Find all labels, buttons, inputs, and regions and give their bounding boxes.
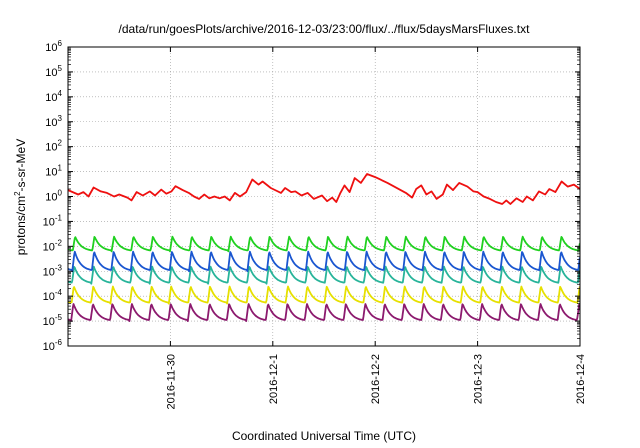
x-tick-label: 2016-11-30 [165,354,177,409]
y-tick-label: 10-1 [43,213,63,228]
x-tick-label: 2016-12-1 [268,354,280,404]
y-tick-label: 105 [45,64,62,79]
y-tick-label: 10-3 [43,263,63,278]
series-line [68,250,580,273]
x-tick-label: 2016-12-2 [370,354,382,404]
y-tick-label: 106 [45,39,62,54]
y-tick-label: 104 [45,89,62,104]
x-axis-label: Coordinated Universal Time (UTC) [232,429,416,443]
y-axis-label-superscript: 2 [13,191,22,196]
x-tick-label: 2016-12-3 [473,354,485,404]
series-line [68,285,580,305]
series-line [68,235,580,253]
y-axis-label-suffix: -s-sr-MeV [14,139,28,192]
y-tick-label: 102 [45,139,62,154]
x-tick-label: 2016-12-4 [575,354,587,404]
series-line [68,265,580,285]
y-tick-label: 103 [45,114,62,129]
axis-ticks: 10-6 10-5 10-4 10-3 10-2 10-1 100 101 102 103 104 1… [43,39,587,409]
y-tick-label: 10-5 [43,313,63,328]
y-tick-label: 100 [45,189,62,204]
grid [68,47,580,346]
chart-title: /data/run/goesPlots/archive/2016-12-03/2… [119,22,531,36]
series-group [68,173,580,322]
series-line [68,173,580,205]
series-line [68,303,580,322]
y-axis-label: protons/cm2-s-sr-MeV [13,139,28,255]
y-tick-label: 101 [45,164,62,179]
y-axis-label-main: protons/cm [14,196,28,255]
y-tick-label: 10-2 [43,238,63,253]
y-tick-label: 10-6 [43,338,63,353]
y-tick-label: 10-4 [43,288,63,303]
